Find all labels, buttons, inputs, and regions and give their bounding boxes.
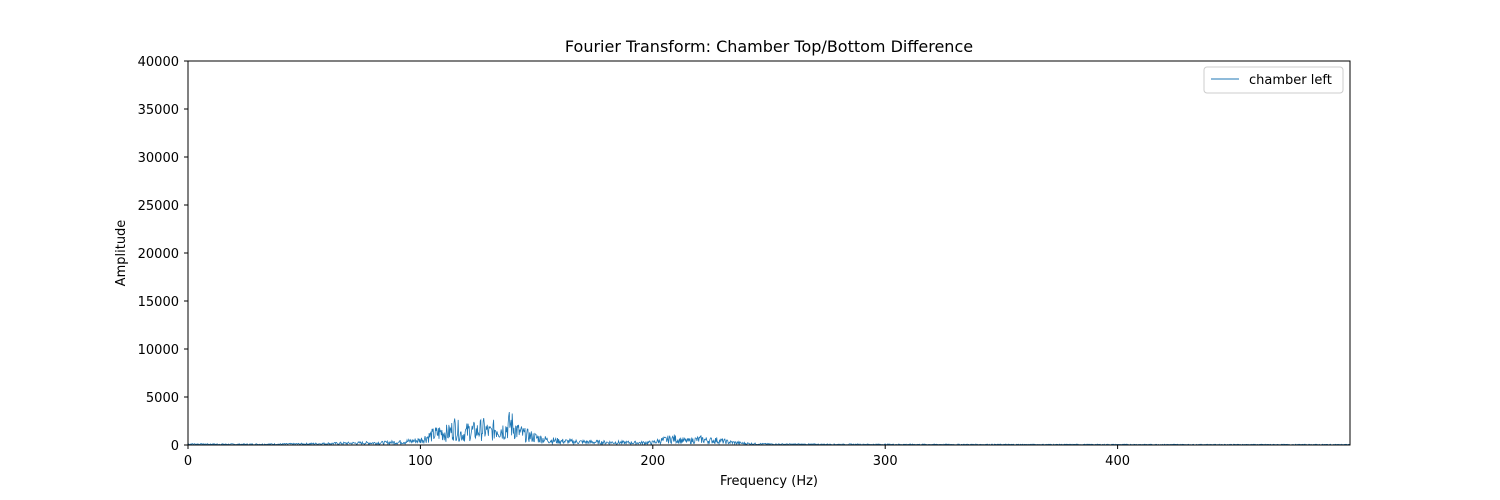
legend-label-chamber-left: chamber left bbox=[1249, 73, 1332, 88]
x-tick-label: 100 bbox=[408, 454, 433, 469]
x-axis-label: Frequency (Hz) bbox=[720, 474, 818, 489]
y-axis: 0 5000 10000 15000 20000 25000 30000 35000 40000 bbox=[138, 55, 188, 454]
y-tick-label: 35000 bbox=[138, 103, 179, 118]
legend-box bbox=[1203, 66, 1344, 94]
x-tick-label: 300 bbox=[873, 454, 898, 469]
y-tick-label: 30000 bbox=[138, 151, 179, 166]
x-tick-label: 400 bbox=[1105, 454, 1130, 469]
y-tick-label: 40000 bbox=[138, 55, 179, 70]
y-tick-label: 20000 bbox=[138, 247, 179, 262]
x-tick-label: 0 bbox=[184, 454, 192, 469]
y-tick-label: 5000 bbox=[146, 391, 179, 406]
legend: chamber left bbox=[1203, 66, 1344, 94]
x-tick-label: 200 bbox=[640, 454, 665, 469]
y-tick-label: 15000 bbox=[138, 295, 179, 310]
plot-area bbox=[187, 411, 1351, 446]
chart-title: Fourier Transform: Chamber Top/Bottom Di… bbox=[565, 37, 973, 56]
series-line-chamber-left bbox=[187, 411, 1351, 446]
y-tick-label: 10000 bbox=[138, 343, 179, 358]
y-tick-label: 25000 bbox=[138, 199, 179, 214]
y-tick-label: 0 bbox=[171, 439, 179, 454]
x-axis: 0 100 200 300 400 bbox=[184, 445, 1130, 469]
y-axis-label: Amplitude bbox=[114, 220, 129, 287]
